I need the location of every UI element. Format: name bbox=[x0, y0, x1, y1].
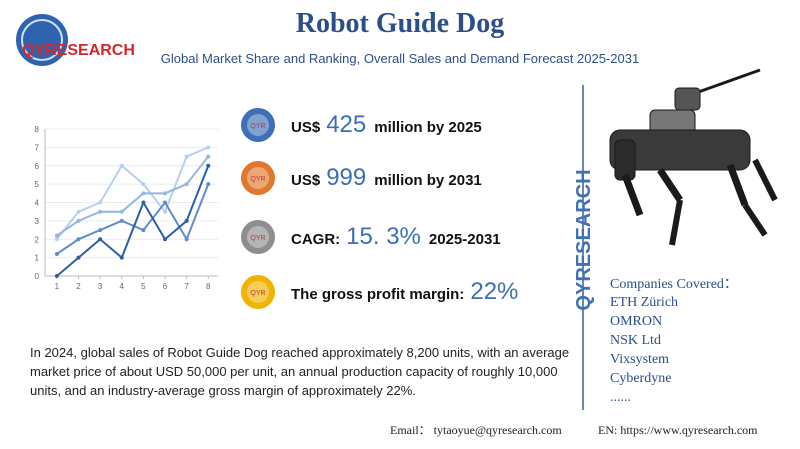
point bbox=[141, 200, 146, 205]
point bbox=[54, 274, 59, 278]
stat-value: 22% bbox=[470, 278, 518, 305]
point bbox=[98, 209, 103, 214]
x-tick-label: 4 bbox=[120, 282, 125, 291]
icon-text: QYR bbox=[250, 235, 265, 242]
line-series bbox=[56, 155, 210, 237]
point bbox=[76, 209, 81, 214]
company: Cyberdyne bbox=[610, 371, 671, 386]
point bbox=[141, 228, 146, 233]
line-series bbox=[56, 165, 210, 277]
title: Robot Guide Dog bbox=[296, 8, 504, 39]
y-tick-label: 6 bbox=[35, 162, 40, 171]
point bbox=[54, 233, 59, 238]
point bbox=[76, 255, 81, 260]
stat-icon-inner bbox=[247, 281, 269, 303]
point bbox=[54, 251, 59, 256]
x-tick-label: 8 bbox=[206, 282, 211, 291]
point bbox=[163, 237, 168, 242]
point bbox=[98, 200, 103, 205]
y-tick-label: 5 bbox=[35, 180, 40, 189]
stat-prefix: The gross profit margin: bbox=[291, 286, 464, 303]
y-tick-label: 8 bbox=[35, 125, 40, 134]
logo-ring bbox=[21, 19, 63, 61]
x-tick-label: 3 bbox=[98, 282, 103, 291]
stat-icon-inner bbox=[247, 114, 269, 136]
stat-prefix: CAGR: bbox=[291, 231, 340, 248]
y-tick-label: 3 bbox=[35, 217, 40, 226]
line-series bbox=[56, 183, 210, 255]
footer-email: Email： tytaoyue@qyresearch.com bbox=[390, 423, 562, 437]
stat: US$ 425 million by 2025 bbox=[291, 111, 482, 138]
stat-icon bbox=[241, 161, 275, 195]
x-tick-label: 7 bbox=[184, 282, 189, 291]
point bbox=[141, 191, 146, 196]
stat: CAGR: 15. 3% 2025-2031 bbox=[291, 223, 501, 250]
point bbox=[206, 154, 211, 159]
x-tick-label: 6 bbox=[163, 282, 168, 291]
stat-value: 999 bbox=[326, 164, 366, 191]
stat-icon bbox=[241, 220, 275, 254]
company: Vixsystem bbox=[610, 352, 669, 367]
stat-value: 425 bbox=[326, 111, 366, 138]
stat: US$ 999 million by 2031 bbox=[291, 164, 482, 191]
point bbox=[76, 218, 81, 223]
point bbox=[119, 255, 124, 260]
description: In 2024, global sales of Robot Guide Dog… bbox=[30, 345, 570, 398]
x-tick-label: 2 bbox=[76, 282, 81, 291]
icon-text: QYR bbox=[250, 176, 265, 183]
x-tick-label: 1 bbox=[55, 282, 60, 291]
point bbox=[163, 209, 168, 214]
point bbox=[206, 145, 211, 150]
logo-text: QYRESEARCH bbox=[22, 42, 135, 59]
logo-globe bbox=[16, 14, 68, 66]
point bbox=[119, 163, 124, 168]
point bbox=[141, 182, 146, 187]
company: OMRON bbox=[610, 314, 662, 329]
y-tick-label: 0 bbox=[35, 272, 40, 281]
point bbox=[76, 237, 81, 242]
stat-suffix: million by 2031 bbox=[374, 172, 482, 189]
company: ETH Zürich bbox=[610, 295, 678, 310]
point bbox=[163, 200, 168, 205]
stat-prefix: US$ bbox=[291, 172, 321, 189]
y-tick-label: 4 bbox=[35, 199, 40, 208]
point bbox=[54, 237, 59, 242]
line-series bbox=[56, 146, 209, 240]
point bbox=[184, 182, 189, 187]
stat-prefix: US$ bbox=[291, 119, 321, 136]
companies-heading: Companies Covered： bbox=[610, 277, 738, 292]
stat-icon-inner bbox=[247, 167, 269, 189]
y-tick-label: 7 bbox=[35, 143, 40, 152]
icon-text: QYR bbox=[250, 123, 265, 130]
point bbox=[163, 191, 168, 196]
description-box: In 2024, global sales of Robot Guide Dog… bbox=[30, 345, 570, 398]
stat: The gross profit margin: 22% bbox=[291, 278, 518, 305]
point bbox=[119, 218, 124, 223]
x-tick-label: 5 bbox=[141, 282, 146, 291]
point bbox=[206, 163, 211, 168]
side-brand: QYRESEARCH bbox=[573, 169, 595, 310]
point bbox=[184, 154, 189, 159]
point bbox=[184, 237, 189, 242]
stat-suffix: 2025-2031 bbox=[429, 231, 501, 248]
y-tick-label: 2 bbox=[35, 235, 40, 244]
stat-suffix: million by 2025 bbox=[374, 119, 482, 136]
company: NSK Ltd bbox=[610, 333, 661, 348]
subtitle: Global Market Share and Ranking, Overall… bbox=[161, 51, 639, 66]
stat-icon-inner bbox=[247, 226, 269, 248]
company: ...... bbox=[610, 390, 631, 405]
footer-web: EN: https://www.qyresearch.com bbox=[598, 423, 758, 437]
stat-icon bbox=[241, 108, 275, 142]
icon-text: QYR bbox=[250, 290, 265, 297]
stat-icon bbox=[241, 275, 275, 309]
point bbox=[184, 218, 189, 223]
robot-image bbox=[609, 68, 778, 246]
point bbox=[98, 228, 103, 233]
point bbox=[206, 182, 211, 187]
point bbox=[119, 209, 124, 214]
point bbox=[98, 237, 103, 242]
y-tick-label: 1 bbox=[35, 254, 40, 263]
stat-value: 15. 3% bbox=[346, 223, 421, 250]
